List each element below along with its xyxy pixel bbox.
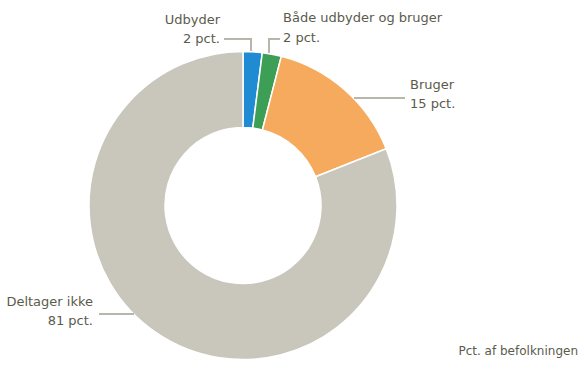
data-label: Bruger 15 pct. xyxy=(410,77,455,111)
chart: Udbyder 2 pct. Både udbyder og bruger 2 pct… xyxy=(0,0,584,389)
value-label: 15 pct. xyxy=(410,96,455,111)
data-label: Udbyder 2 pct. xyxy=(165,12,221,46)
value-label: 2 pct. xyxy=(183,31,220,46)
category-label: Bruger xyxy=(410,77,455,92)
value-label: 2 pct. xyxy=(283,30,320,45)
annotation: Pct. af befolkningen xyxy=(458,344,578,358)
leader-line xyxy=(269,39,280,53)
slice xyxy=(89,52,397,360)
leader-line xyxy=(99,313,134,315)
data-label: Deltager ikke 81 pct. xyxy=(6,294,93,328)
category-label: Både udbyder og bruger xyxy=(283,10,443,25)
category-label: Deltager ikke xyxy=(6,294,93,309)
leader-line xyxy=(354,97,405,99)
value-label: 81 pct. xyxy=(48,313,93,328)
category-label: Udbyder xyxy=(165,12,221,27)
slices xyxy=(89,52,397,360)
leader-line xyxy=(224,39,251,51)
data-label: Både udbyder og bruger 2 pct. xyxy=(283,10,443,45)
